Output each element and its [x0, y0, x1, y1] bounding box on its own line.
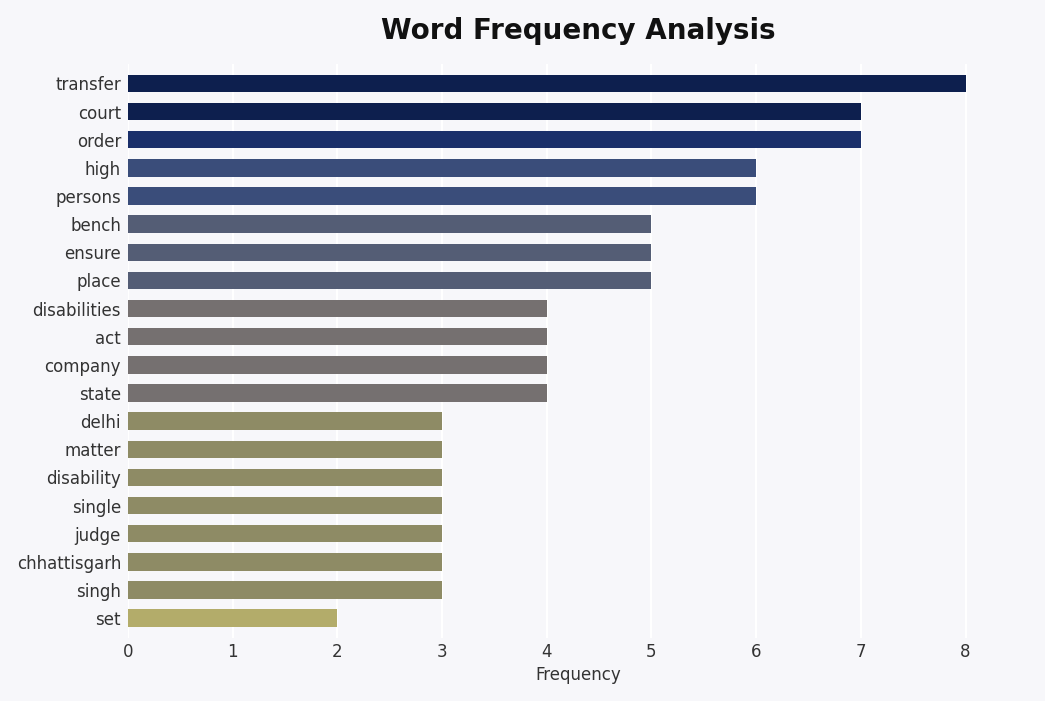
Bar	[127, 300, 547, 318]
Bar	[127, 553, 442, 571]
Bar	[127, 74, 966, 92]
Bar	[127, 384, 547, 402]
Bar	[127, 131, 861, 149]
Bar	[127, 412, 442, 430]
Bar	[127, 215, 651, 233]
Title: Word Frequency Analysis: Word Frequency Analysis	[380, 17, 775, 45]
Bar	[127, 272, 651, 289]
Bar	[127, 469, 442, 486]
Bar	[127, 581, 442, 599]
Bar	[127, 159, 757, 177]
Bar	[127, 243, 651, 261]
Bar	[127, 441, 442, 458]
Bar	[127, 187, 757, 205]
Bar	[127, 497, 442, 515]
Bar	[127, 356, 547, 374]
Bar	[127, 525, 442, 543]
Bar	[127, 328, 547, 346]
Bar	[127, 103, 861, 121]
X-axis label: Frequency: Frequency	[535, 667, 621, 684]
Bar	[127, 609, 338, 627]
